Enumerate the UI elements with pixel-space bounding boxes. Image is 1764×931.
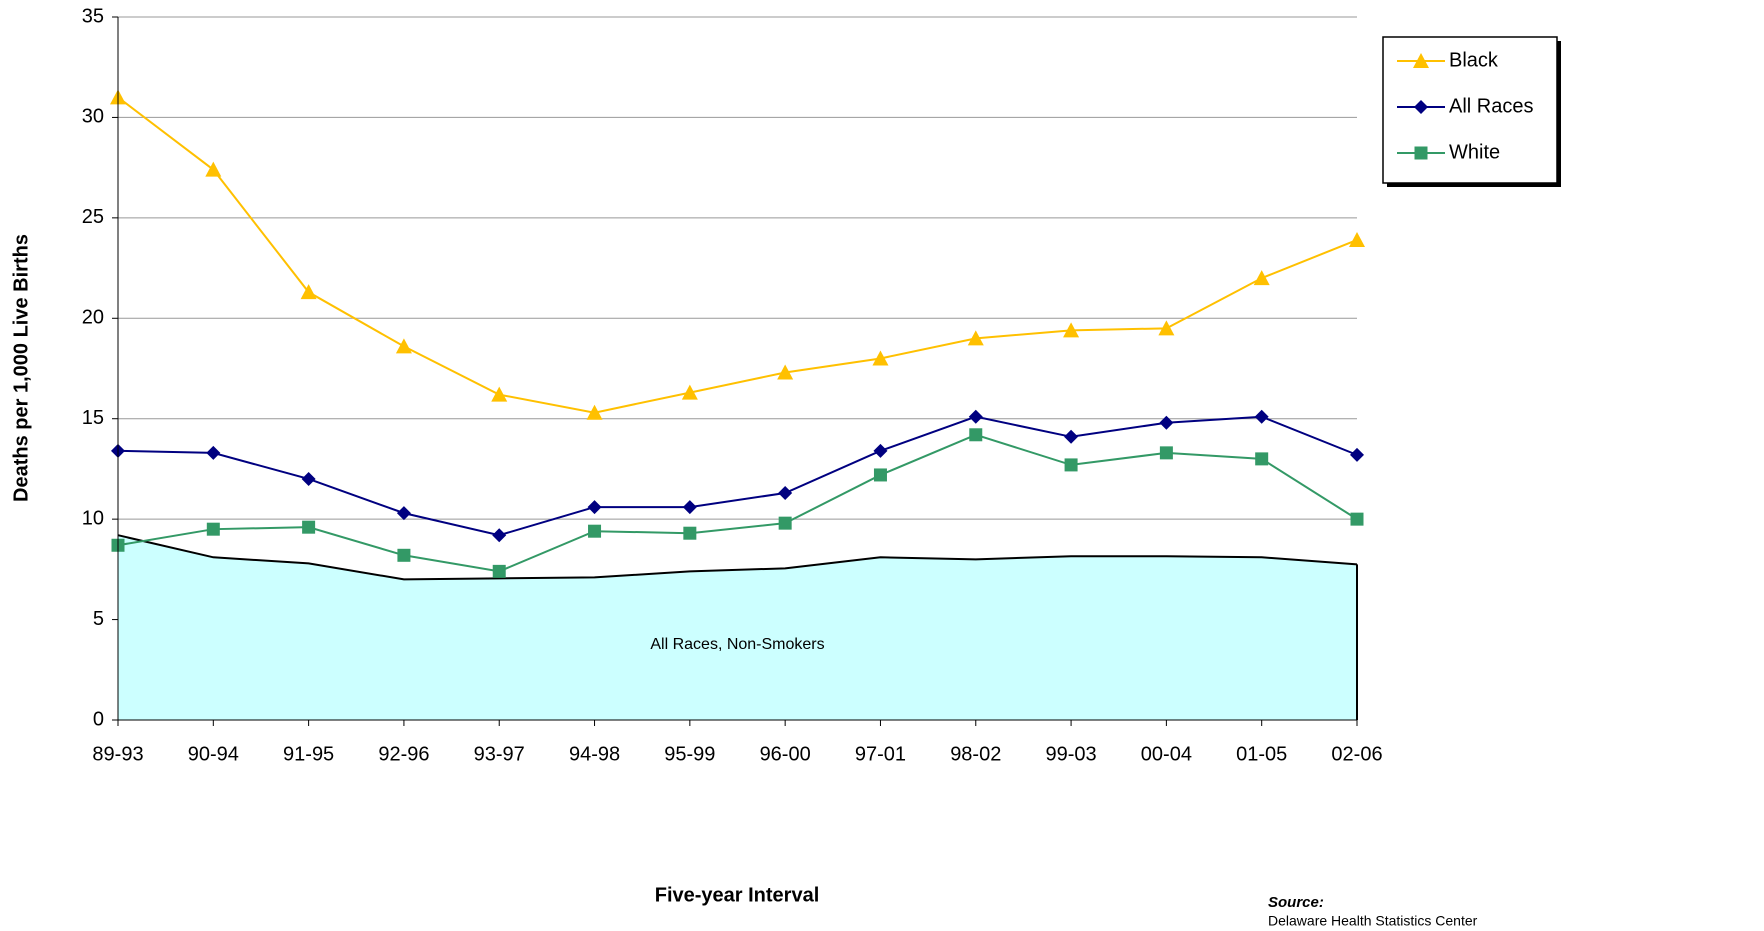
legend-label: White [1449,141,1500,163]
marker [1413,53,1429,68]
marker [395,338,412,354]
y-tick-label: 0 [93,708,104,730]
y-tick-label: 20 [82,307,104,329]
area-label: All Races, Non-Smokers [650,636,824,653]
marker [777,364,794,380]
marker [1350,447,1364,462]
x-tick-label: 01-05 [1236,743,1287,765]
marker [1064,458,1078,472]
marker [206,445,221,460]
y-axis-title: Deaths per 1,000 Live Births [10,234,32,502]
x-tick-label: 93-97 [474,743,525,765]
y-tick-label: 15 [82,407,104,429]
marker [1349,231,1365,247]
marker [302,520,316,534]
marker [1255,452,1269,466]
marker [301,471,316,486]
marker [396,506,411,521]
marker [587,500,602,515]
source-title: Source: [1268,894,1324,911]
y-tick-label: 25 [82,206,104,228]
marker [1253,270,1270,286]
marker [682,500,697,515]
legend-label: Black [1449,49,1499,71]
marker [969,428,983,442]
marker [1158,320,1175,336]
x-tick-label: 98-02 [950,743,1001,765]
legend-label: All Races [1449,95,1533,117]
marker [491,386,508,402]
marker [205,161,222,177]
marker [397,548,411,562]
area-line [117,534,1358,581]
x-tick-label: 96-00 [760,743,811,765]
line [117,96,1358,414]
x-tick-label: 95-99 [664,743,715,765]
x-tick-label: 92-96 [378,743,429,765]
marker [300,284,317,300]
x-tick-label: 89-93 [92,743,143,765]
x-tick-label: 97-01 [855,743,906,765]
y-tick-label: 30 [82,106,104,128]
line [117,433,1358,573]
marker [1254,409,1269,424]
marker [1350,512,1364,526]
marker [873,443,888,458]
marker [206,522,220,536]
marker [1159,446,1173,460]
marker [681,384,698,400]
area [118,535,1357,720]
marker [586,404,603,420]
x-axis-title: Five-year Interval [655,884,820,906]
marker [492,528,507,543]
line [117,415,1358,537]
marker [967,330,984,346]
y-tick-label: 35 [82,5,104,27]
marker [492,564,506,578]
marker [872,350,889,366]
marker [968,409,983,424]
marker [1414,146,1428,160]
x-tick-label: 90-94 [188,743,239,765]
x-tick-label: 02-06 [1331,743,1382,765]
marker [778,486,793,501]
marker [1063,322,1080,338]
marker [683,526,697,540]
marker [1064,429,1079,444]
y-tick-label: 10 [82,507,104,529]
marker [1159,415,1174,430]
marker [873,468,887,482]
x-tick-label: 91-95 [283,743,334,765]
marker [778,516,792,530]
x-tick-label: 99-03 [1045,743,1096,765]
y-tick-label: 5 [93,608,104,630]
marker [1414,100,1428,114]
x-tick-label: 94-98 [569,743,620,765]
x-tick-label: 00-04 [1141,743,1192,765]
marker [588,524,602,538]
source: Delaware Health Statistics Center [1268,913,1478,929]
